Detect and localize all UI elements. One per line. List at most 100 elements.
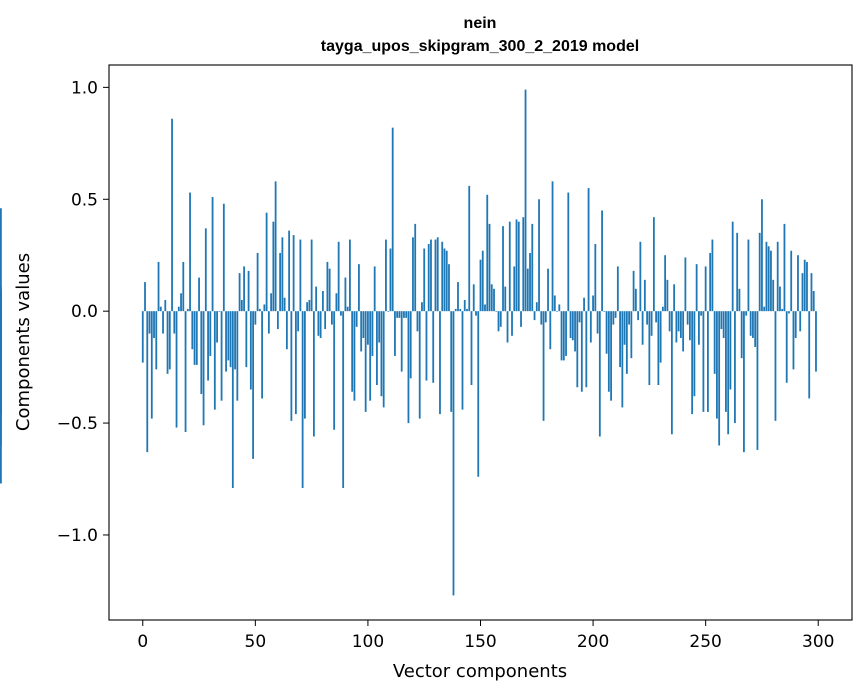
bar (387, 311, 390, 312)
bar (353, 311, 356, 401)
bar (522, 217, 525, 312)
bar (236, 311, 239, 401)
bar (506, 311, 509, 343)
bar (639, 241, 642, 312)
bar (731, 221, 734, 312)
bar (333, 311, 336, 430)
bar (472, 284, 475, 312)
bar (711, 239, 714, 312)
bar (788, 311, 790, 314)
y-tick-label: 0.0 (71, 302, 98, 322)
bar (475, 311, 477, 316)
bar (198, 277, 200, 312)
bar (643, 279, 646, 312)
bar (421, 302, 423, 312)
bar (146, 311, 149, 453)
bar (598, 311, 601, 437)
bar (499, 311, 502, 327)
bar (312, 311, 315, 437)
bar (576, 311, 579, 388)
bar (405, 311, 408, 318)
bar (229, 311, 232, 368)
bar (448, 264, 450, 312)
bar (180, 293, 182, 312)
bar (614, 311, 617, 318)
bar (315, 286, 318, 312)
bar (650, 311, 653, 336)
bar (607, 311, 610, 392)
bar (425, 311, 428, 381)
bar (385, 239, 387, 312)
bar (761, 199, 763, 312)
bar (736, 232, 739, 312)
bar (245, 311, 248, 368)
bar (686, 311, 689, 325)
bar (450, 311, 453, 412)
bar (380, 311, 383, 397)
bar (601, 210, 603, 312)
bar (349, 239, 351, 312)
bar (202, 311, 205, 426)
bar (700, 311, 703, 316)
bar (628, 311, 630, 325)
bar (362, 311, 365, 339)
bar (409, 311, 412, 379)
bar (632, 270, 635, 312)
bar (619, 311, 621, 368)
bar (585, 311, 588, 388)
bar (727, 311, 730, 435)
bar (175, 311, 178, 428)
chart-subtitle: tayga_upos_skipgram_300_2_2019 model (321, 38, 639, 55)
bar (535, 302, 538, 312)
bar (218, 311, 221, 312)
bar (432, 311, 435, 383)
x-tick-label: 150 (464, 632, 496, 652)
bar (673, 284, 676, 312)
bar (351, 311, 354, 392)
bar (396, 311, 399, 318)
bar (556, 311, 558, 312)
bar (211, 197, 214, 312)
bar (538, 199, 540, 312)
bar (400, 311, 403, 372)
bar (752, 311, 754, 339)
bar (574, 311, 576, 352)
bar (324, 311, 327, 330)
bar (418, 311, 421, 419)
bar (529, 252, 531, 312)
bar (394, 311, 396, 356)
bar (445, 250, 448, 312)
bar (225, 311, 227, 372)
bar (189, 192, 191, 312)
bar (740, 311, 743, 359)
bar (254, 311, 257, 325)
bar (544, 311, 547, 323)
bar (326, 261, 329, 312)
bar (391, 127, 394, 312)
bar (466, 308, 468, 312)
bar (468, 185, 471, 312)
bar (549, 311, 552, 350)
bar (734, 311, 736, 424)
bar (427, 244, 430, 312)
bar (754, 311, 757, 347)
bar (222, 203, 225, 312)
bar (747, 239, 750, 312)
bar-series (0, 89, 817, 596)
bar (292, 235, 295, 312)
bar (281, 237, 284, 312)
bar (0, 311, 2, 446)
bar (193, 311, 196, 365)
bar (621, 311, 624, 408)
bar (227, 311, 230, 361)
bar (319, 311, 322, 339)
bar (182, 261, 185, 312)
bar (587, 188, 590, 312)
bar (252, 311, 254, 459)
bar (454, 308, 457, 312)
x-tick-label: 50 (245, 632, 267, 652)
bar (274, 181, 277, 312)
bar (340, 311, 342, 316)
bar (718, 311, 721, 446)
